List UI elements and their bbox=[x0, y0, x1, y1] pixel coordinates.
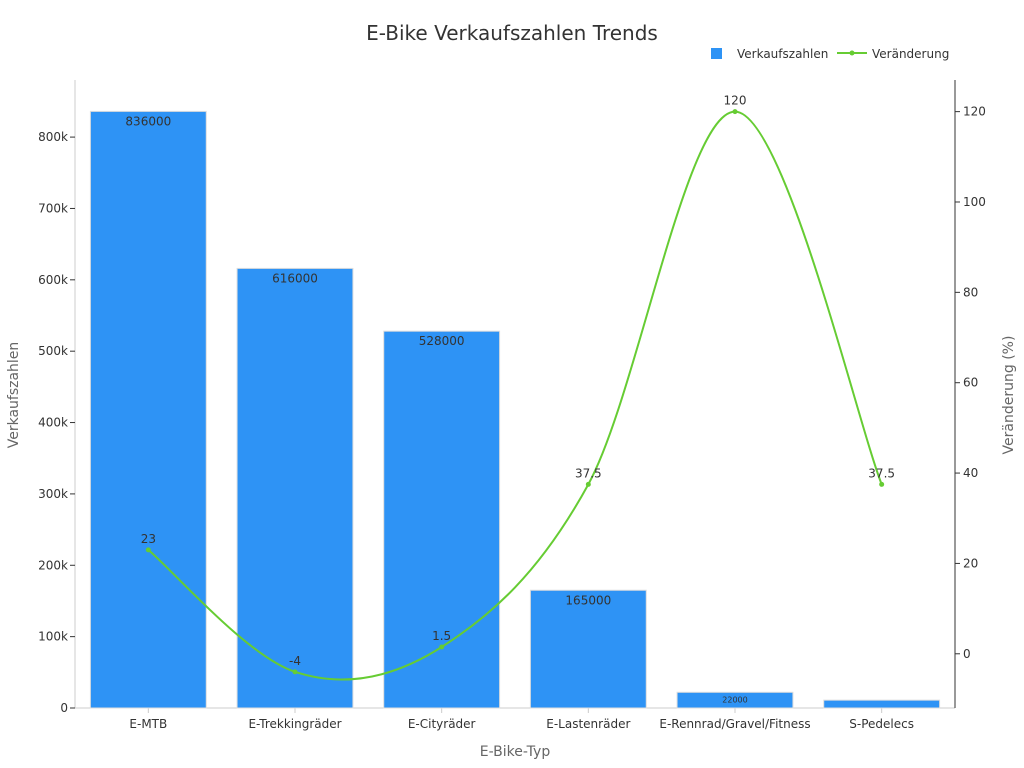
line-labels: 23 -4 1.5 37.5 120 37.5 bbox=[141, 94, 895, 668]
line-point bbox=[439, 644, 445, 650]
bar bbox=[89, 110, 207, 709]
axes: 0 100k 200k 300k 400k 500k 600k 700k 800k 0 20 40 60… bbox=[38, 80, 986, 731]
x-tick-label: E-Lastenräder bbox=[546, 717, 630, 731]
legend: Verkaufszahlen Veränderung bbox=[711, 47, 949, 61]
y-tick-label: 600k bbox=[38, 273, 68, 287]
x-tick-label: S-Pedelecs bbox=[849, 717, 914, 731]
line-value-label: 120 bbox=[724, 94, 747, 108]
line-series bbox=[145, 109, 885, 681]
line-value-label: 23 bbox=[141, 532, 156, 546]
y-axis-title: Verkaufszahlen bbox=[6, 342, 22, 449]
line-value-label: 37.5 bbox=[575, 466, 602, 480]
y-tick-label: 800k bbox=[38, 130, 68, 144]
y2-tick-label: 40 bbox=[963, 466, 978, 480]
bar-value-label: 836000 bbox=[125, 114, 171, 128]
line-value-label: 1.5 bbox=[432, 629, 451, 643]
line-point bbox=[292, 669, 298, 675]
x-tick-label: E-Cityräder bbox=[408, 717, 476, 731]
line-point bbox=[732, 109, 738, 115]
x-axis-title: E-Bike-Typ bbox=[480, 744, 551, 760]
bar-labels: 836000 616000 528000 165000 22000 bbox=[125, 114, 747, 704]
line-point bbox=[879, 481, 885, 487]
bar bbox=[529, 589, 647, 709]
bar bbox=[236, 267, 354, 709]
legend-swatch-line-marker bbox=[849, 50, 855, 56]
y-tick-label: 100k bbox=[38, 630, 68, 644]
y-tick-label: 200k bbox=[38, 558, 68, 572]
legend-label-bar: Verkaufszahlen bbox=[737, 47, 828, 61]
y2-axis-title: Veränderung (%) bbox=[1001, 336, 1017, 455]
bar-value-label: 22000 bbox=[722, 695, 747, 704]
bar bbox=[383, 330, 501, 709]
y-tick-label: 500k bbox=[38, 344, 68, 358]
line-value-label: -4 bbox=[289, 654, 301, 668]
x-tick-label: E-Trekkingräder bbox=[248, 717, 341, 731]
y-tick-label: 700k bbox=[38, 201, 68, 215]
line-point bbox=[145, 547, 151, 553]
y2-tick-label: 100 bbox=[963, 195, 986, 209]
x-tick-label: E-Rennrad/Gravel/Fitness bbox=[659, 717, 810, 731]
y2-tick-label: 0 bbox=[963, 647, 971, 661]
y-tick-label: 400k bbox=[38, 416, 68, 430]
line-value-label: 37.5 bbox=[868, 466, 895, 480]
y-tick-label: 300k bbox=[38, 487, 68, 501]
bar bbox=[823, 699, 941, 709]
legend-label-line: Veränderung bbox=[872, 47, 949, 61]
bar-value-label: 528000 bbox=[419, 334, 465, 348]
bar bbox=[676, 691, 794, 709]
bar-value-label: 616000 bbox=[272, 271, 318, 285]
y2-tick-label: 60 bbox=[963, 376, 978, 390]
y-tick-label: 0 bbox=[60, 701, 68, 715]
bars bbox=[89, 110, 941, 709]
chart-title: E-Bike Verkaufszahlen Trends bbox=[366, 21, 658, 45]
y2-tick-label: 20 bbox=[963, 556, 978, 570]
line-point bbox=[585, 481, 591, 487]
y2-tick-label: 120 bbox=[963, 105, 986, 119]
legend-swatch-bar bbox=[711, 48, 722, 59]
bar-value-label: 165000 bbox=[565, 593, 611, 607]
y2-tick-label: 80 bbox=[963, 285, 978, 299]
x-tick-label: E-MTB bbox=[129, 717, 167, 731]
